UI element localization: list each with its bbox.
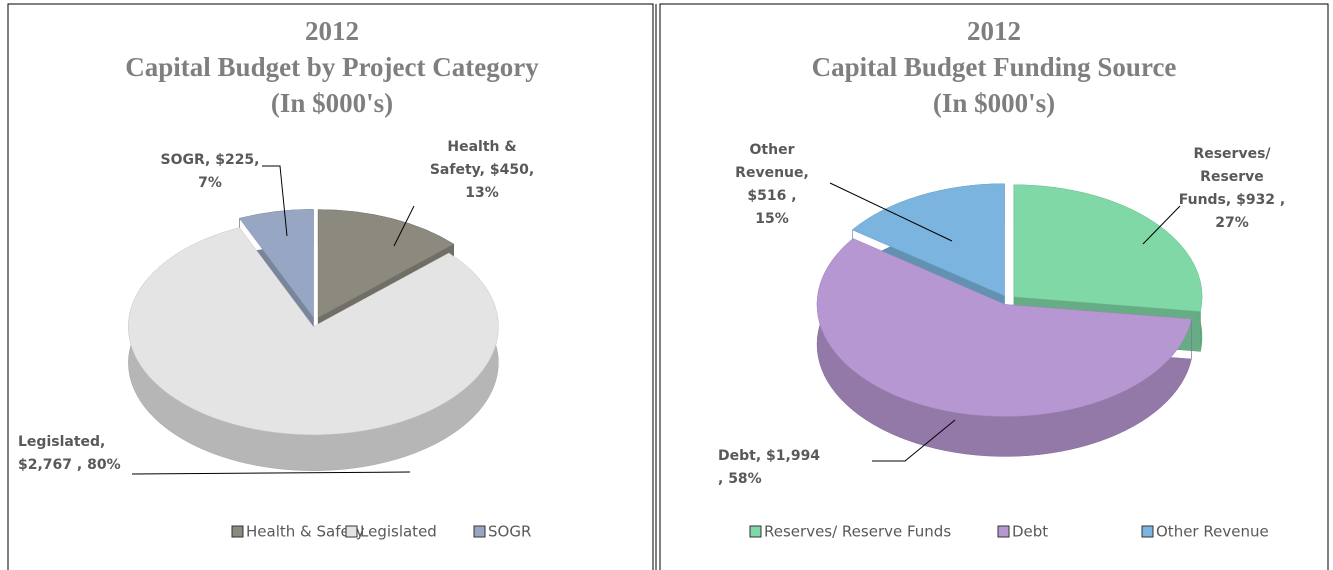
data-label: Reserves/: [1193, 146, 1271, 162]
leader-line: [829, 182, 953, 242]
slice: [816, 238, 1192, 417]
leader-line: [393, 205, 415, 247]
chart-title: Capital Budget by Project Category: [125, 52, 539, 82]
data-label: Safety, $450,: [430, 162, 534, 178]
data-label: Revenue,: [735, 165, 809, 181]
leader-line: [131, 471, 411, 475]
leader-line: [1142, 205, 1181, 245]
data-label: Health &: [447, 139, 516, 155]
legend-label: Legislated: [360, 523, 437, 541]
data-label: 27%: [1215, 215, 1249, 231]
chart-title: 2012: [305, 16, 359, 46]
data-label: , 58%: [718, 471, 762, 487]
legend-label: Debt: [1012, 523, 1048, 541]
chart-title: Capital Budget Funding Source: [812, 52, 1177, 82]
legend-swatch: [749, 525, 762, 538]
slice: [128, 227, 499, 435]
leader-line: [872, 419, 956, 462]
slice: [239, 209, 314, 319]
legend-label: Health & Safety: [246, 523, 365, 541]
data-label: 15%: [755, 211, 789, 227]
data-label: Debt, $1,994: [718, 448, 820, 464]
legend-label: Other Revenue: [1156, 523, 1269, 541]
legend-label: Reserves/ Reserve Funds: [764, 523, 951, 541]
data-label: Funds, $932 ,: [1179, 192, 1286, 208]
slice: [317, 209, 455, 319]
data-label: Reserve: [1200, 169, 1264, 185]
legend-swatch: [997, 525, 1010, 538]
data-label: Legislated,: [18, 434, 105, 450]
leader-line: [262, 165, 288, 237]
legend-swatch: [345, 525, 358, 538]
legend-swatch: [473, 525, 486, 538]
legend-swatch: [1141, 525, 1154, 538]
legend-swatch: [231, 525, 244, 538]
legend-label: SOGR: [488, 523, 531, 541]
data-label: SOGR, $225,: [161, 152, 260, 168]
data-label: 13%: [465, 185, 499, 201]
data-label: $516 ,: [747, 188, 796, 204]
data-label: 7%: [198, 175, 222, 191]
data-label: Other: [750, 142, 795, 158]
slice: [1013, 184, 1203, 312]
chart-title: (In $000's): [271, 88, 393, 118]
chart-title: 2012: [967, 16, 1021, 46]
chart-title: (In $000's): [933, 88, 1055, 118]
data-label: $2,767 , 80%: [18, 457, 121, 473]
